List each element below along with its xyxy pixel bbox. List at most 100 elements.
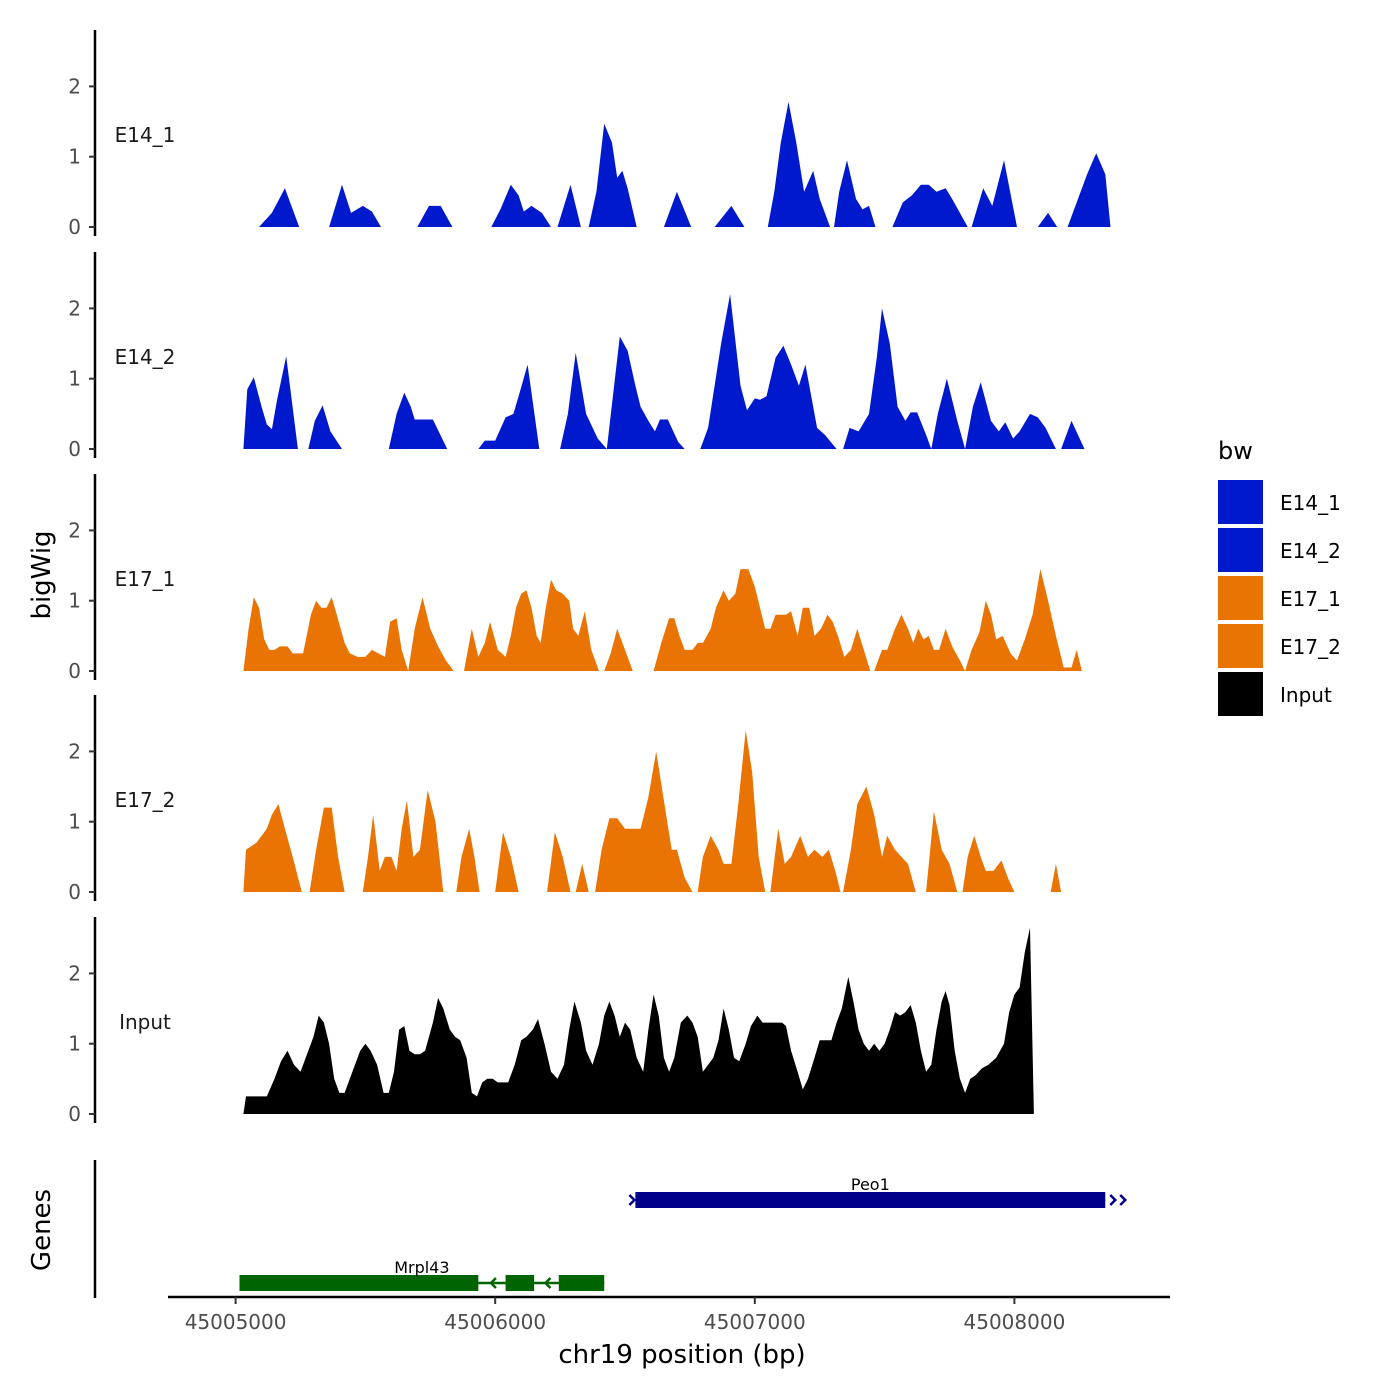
coverage-area-e17-2 <box>456 828 480 892</box>
coverage-area-e17-2 <box>495 832 519 892</box>
gene-exon <box>505 1275 535 1291</box>
strand-arrow <box>628 1194 637 1206</box>
y-tick-label: 1 <box>68 367 81 391</box>
y-tick-label: 0 <box>68 880 81 904</box>
legend-label-e14-2: E14_2 <box>1280 539 1341 563</box>
x-tick-label: 45006000 <box>444 1310 546 1334</box>
y-tick-label: 0 <box>68 1102 81 1126</box>
legend-label-input: Input <box>1280 683 1332 707</box>
y-tick-label: 0 <box>68 437 81 461</box>
gene-exon <box>558 1275 605 1291</box>
gene-label-peo1: Peo1 <box>851 1175 890 1194</box>
coverage-area-e17-1 <box>653 569 871 671</box>
legend-label-e17-2: E17_2 <box>1280 635 1341 659</box>
y-axis-title: bigWig <box>27 530 57 619</box>
track-label-e14-2: E14_2 <box>115 345 176 369</box>
gene-annotation-panel: Peo1 Mrpl43 <box>93 1160 1128 1298</box>
coverage-area-e14-1 <box>557 123 637 227</box>
y-tick-label: 0 <box>68 659 81 683</box>
coverage-area-e14-1 <box>663 191 692 227</box>
y-tick-label: 1 <box>68 589 81 613</box>
coverage-area-e14-1 <box>834 160 876 227</box>
legend-label-e14-1: E14_1 <box>1280 491 1341 515</box>
y-tick-label: 0 <box>68 215 81 239</box>
coverage-area-e17-1 <box>604 628 633 671</box>
coverage-area-e17-2 <box>575 863 589 892</box>
coverage-area-e14-1 <box>892 184 968 227</box>
coverage-area-e14-2 <box>843 308 1085 449</box>
gene-exon <box>239 1275 479 1291</box>
strand-arrow <box>489 1277 497 1289</box>
coverage-area-input <box>243 927 1034 1114</box>
x-tick-label: 45008000 <box>964 1310 1066 1334</box>
gene-mrpl43: Mrpl43 <box>239 1258 605 1291</box>
gene-label-mrpl43: Mrpl43 <box>394 1258 449 1277</box>
y-tick-label: 1 <box>68 145 81 169</box>
legend-key-e14-1 <box>1218 480 1263 524</box>
x-tick-label: 45007000 <box>704 1310 806 1334</box>
legend-label-e17-1: E17_1 <box>1280 587 1341 611</box>
legend-key-e17-1 <box>1218 576 1263 620</box>
y-tick-label: 2 <box>68 961 81 985</box>
track-label-e17-1: E17_1 <box>115 567 176 591</box>
coverage-area-e17-2 <box>309 807 345 892</box>
x-tick-label: 45005000 <box>185 1310 287 1334</box>
track-e14-1: 0 1 2 E14_1 <box>68 30 1111 239</box>
coverage-area-e14-1 <box>491 184 551 227</box>
track-label-e17-2: E17_2 <box>115 788 176 812</box>
coverage-area-e14-1 <box>329 184 381 227</box>
gene-peo1: Peo1 <box>628 1175 1128 1208</box>
coverage-area-e17-2 <box>547 832 571 892</box>
x-axis: 45005000 45006000 45007000 45008000 <box>168 1295 1170 1334</box>
y-tick-label: 2 <box>68 74 81 98</box>
coverage-area-e14-1 <box>259 188 300 227</box>
y-tick-label: 2 <box>68 296 81 320</box>
coverage-area-e17-2 <box>962 835 1015 892</box>
track-input: 0 1 2 Input <box>68 917 1034 1126</box>
strand-arrow <box>543 1277 552 1289</box>
coverage-area-e17-2 <box>697 730 766 892</box>
coverage-area-e14-1 <box>971 160 1017 227</box>
coverage-area-e14-1 <box>1037 212 1058 227</box>
coverage-area-e17-2 <box>926 811 958 892</box>
coverage-area-e14-2 <box>388 392 448 449</box>
coverage-area-e17-2 <box>595 751 693 892</box>
legend-key-input <box>1218 672 1263 716</box>
y-tick-label: 1 <box>68 810 81 834</box>
coverage-area-e14-1 <box>767 101 831 227</box>
track-e14-2: 0 1 2 E14_2 <box>68 252 1085 461</box>
legend-title: bw <box>1218 437 1253 465</box>
track-e17-1: 0 1 2 E17_1 <box>68 474 1082 683</box>
coverage-area-e14-2 <box>560 336 685 449</box>
coverage-area-e14-2 <box>478 364 540 449</box>
coverage-area-e17-2 <box>770 828 841 892</box>
coverage-area-e14-1 <box>714 205 745 227</box>
gene-exon <box>635 1192 1106 1208</box>
y-tick-label: 1 <box>68 1032 81 1056</box>
genes-axis-title: Genes <box>27 1189 57 1271</box>
coverage-area-e14-1 <box>1067 153 1111 227</box>
coverage-area-e17-1 <box>243 597 454 671</box>
legend-key-e17-2 <box>1218 624 1263 668</box>
strand-arrow <box>1109 1194 1118 1206</box>
x-axis-title: chr19 position (bp) <box>558 1340 805 1370</box>
y-tick-label: 2 <box>68 518 81 542</box>
legend-key-e14-2 <box>1218 528 1263 572</box>
coverage-area-e17-2 <box>243 804 302 892</box>
y-tick-label: 2 <box>68 739 81 763</box>
coverage-area-e14-2 <box>308 405 342 449</box>
coverage-tracks: 0 1 2 E14_1 0 1 2 E14_2 0 1 2 E17_1 0 1 2 E17_2 0 1 2 Input <box>68 30 1111 1126</box>
coverage-area-e17-1 <box>874 569 1082 671</box>
coverage-area-e17-1 <box>464 579 599 671</box>
coverage-area-e14-1 <box>417 205 453 227</box>
track-label-e14-1: E14_1 <box>115 123 176 147</box>
track-label-input: Input <box>119 1010 171 1034</box>
legend: bw E14_1 E14_2 E17_1 E17_2 Input <box>1218 437 1341 716</box>
coverage-area-e14-2 <box>700 294 837 449</box>
coverage-area-e17-2 <box>1050 863 1062 892</box>
track-e17-2: 0 1 2 E17_2 <box>68 695 1062 904</box>
coverage-area-e17-2 <box>362 790 444 892</box>
coverage-area-e14-2 <box>243 356 298 449</box>
strand-arrow <box>1119 1194 1128 1206</box>
